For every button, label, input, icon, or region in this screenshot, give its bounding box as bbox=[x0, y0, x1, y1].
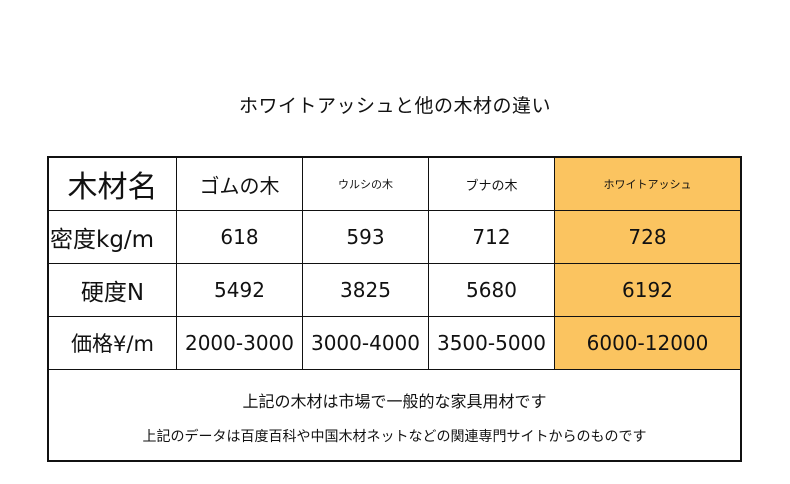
hardness-sumac: 3825 bbox=[302, 264, 428, 316]
note-data-source: 上記のデータは百度百科や中国木材ネットなどの関連専門サイトからのものです bbox=[142, 429, 647, 445]
header-beech-wood: ブナの木 bbox=[428, 158, 554, 210]
row-label-price: 価格¥/m bbox=[71, 332, 154, 356]
row-label-hardness: 硬度N bbox=[80, 280, 145, 306]
header-rubber-wood: ゴムの木 bbox=[176, 158, 302, 210]
header-white-ash: ホワイトアッシュ bbox=[554, 158, 740, 210]
price-sumac: 3000-4000 bbox=[302, 317, 428, 369]
density-beech: 712 bbox=[428, 211, 554, 263]
table-header-row: 木材名 ゴムの木 ウルシの木 ブナの木 ホワイトアッシュ bbox=[49, 158, 740, 210]
price-white-ash: 6000-12000 bbox=[554, 317, 740, 369]
table-row-hardness: 硬度N 5492 3825 5680 6192 bbox=[49, 263, 740, 316]
density-rubber: 618 bbox=[176, 211, 302, 263]
page-title: ホワイトアッシュと他の木材の違い bbox=[238, 95, 551, 117]
hardness-white-ash: 6192 bbox=[554, 264, 740, 316]
hardness-rubber: 5492 bbox=[176, 264, 302, 316]
table-row-density: 密度kg/m 618 593 712 728 bbox=[49, 210, 740, 263]
row-label-density: 密度kg/m bbox=[50, 227, 155, 253]
header-wood-name: 木材名 bbox=[67, 170, 158, 205]
density-sumac: 593 bbox=[302, 211, 428, 263]
comparison-table: 木材名 ゴムの木 ウルシの木 ブナの木 ホワイトアッシュ 密度kg/m 618 … bbox=[47, 156, 742, 462]
table-row-price: 価格¥/m 2000-3000 3000-4000 3500-5000 6000… bbox=[49, 316, 740, 369]
note-common-furniture-wood: 上記の木材は市場で一般的な家具用材です bbox=[242, 392, 547, 411]
price-rubber: 2000-3000 bbox=[176, 317, 302, 369]
hardness-beech: 5680 bbox=[428, 264, 554, 316]
price-beech: 3500-5000 bbox=[428, 317, 554, 369]
table-notes-area bbox=[49, 369, 740, 460]
header-sumac-wood: ウルシの木 bbox=[302, 158, 428, 210]
density-white-ash: 728 bbox=[554, 211, 740, 263]
